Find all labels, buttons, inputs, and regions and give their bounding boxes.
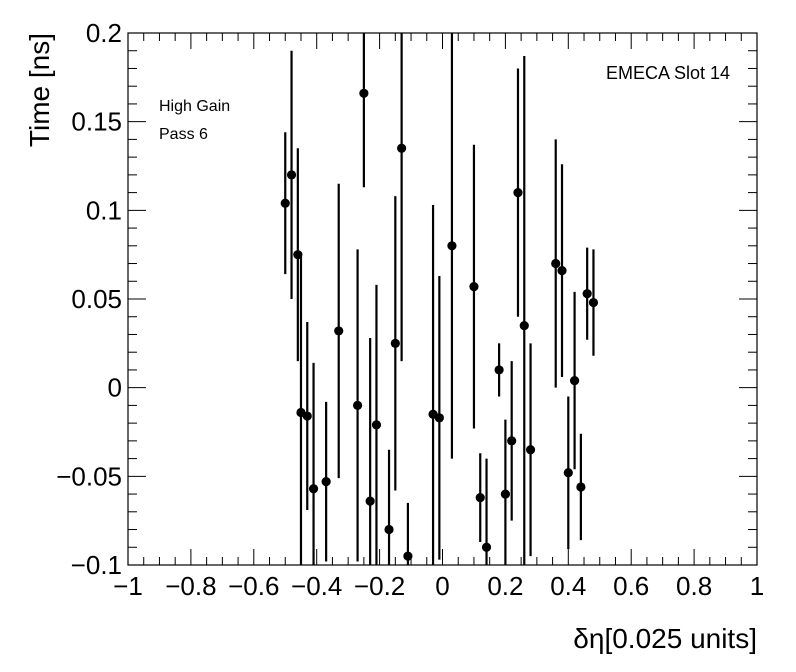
- data-point: [390, 338, 400, 348]
- data-point: [447, 241, 457, 251]
- y-tick-label: 0: [108, 373, 122, 403]
- gain-label: High Gain: [159, 98, 231, 115]
- data-point: [513, 188, 523, 198]
- data-point: [352, 400, 363, 410]
- y-tick-label: −0.1: [71, 550, 122, 580]
- data-point: [365, 496, 375, 506]
- data-point: [507, 436, 517, 446]
- y-tick-label: −0.05: [56, 461, 122, 491]
- x-tick-label: −0.2: [354, 571, 405, 601]
- plot-frame: [127, 32, 758, 566]
- x-axis-label: δη[0.025 units]: [573, 623, 757, 654]
- x-tick-label: 0.8: [676, 571, 712, 601]
- data-point: [359, 88, 369, 98]
- data-point: [557, 266, 567, 276]
- x-tick-label: −0.6: [228, 571, 279, 601]
- x-tick-label: 0.6: [613, 571, 649, 601]
- data-point: [551, 258, 561, 269]
- data-point: [293, 250, 303, 260]
- y-tick-label: 0.05: [71, 284, 122, 314]
- slot-label: EMECA Slot 14: [605, 63, 730, 83]
- data-point: [519, 321, 529, 331]
- y-tick-label: 0.1: [86, 195, 122, 225]
- x-tick-label: −1: [113, 571, 143, 601]
- data-point: [481, 542, 492, 552]
- data-point: [334, 326, 344, 336]
- x-tick-label: −0.4: [291, 571, 342, 601]
- data-point: [469, 281, 479, 292]
- y-axis-label: Time [ns]: [24, 33, 55, 147]
- data-point: [494, 365, 504, 375]
- x-tick-label: −0.8: [165, 571, 216, 601]
- pass-label: Pass 6: [159, 126, 208, 143]
- data-point: [280, 198, 290, 208]
- data-point: [397, 143, 407, 153]
- data-point: [588, 297, 599, 308]
- data-points: [280, 88, 599, 561]
- data-point: [576, 482, 586, 492]
- data-point: [525, 445, 536, 455]
- data-point: [582, 289, 592, 299]
- data-point: [302, 411, 312, 421]
- data-point: [475, 493, 485, 503]
- data-point: [384, 524, 394, 535]
- data-point: [371, 420, 382, 430]
- x-tick-label: 0.2: [487, 571, 523, 601]
- data-point: [434, 413, 444, 423]
- x-tick-label: 0: [435, 571, 449, 601]
- data-point: [308, 484, 319, 494]
- x-tick-label: 0.4: [550, 571, 586, 601]
- data-point: [403, 551, 413, 561]
- data-point: [321, 477, 331, 487]
- tick-labels: −1 −0.8 −0.6 −0.4 −0.2 0 0.2 0.4 0.6 0.8 1 −0.1 −0.0…: [56, 18, 764, 601]
- data-point: [286, 170, 297, 180]
- data-point: [563, 468, 573, 478]
- error-bars: [284, 33, 595, 565]
- y-tick-label: 0.15: [71, 107, 122, 137]
- data-point: [500, 489, 510, 499]
- y-tick-label: 0.2: [86, 18, 122, 48]
- data-point: [569, 375, 580, 386]
- x-tick-label: 1: [750, 571, 764, 601]
